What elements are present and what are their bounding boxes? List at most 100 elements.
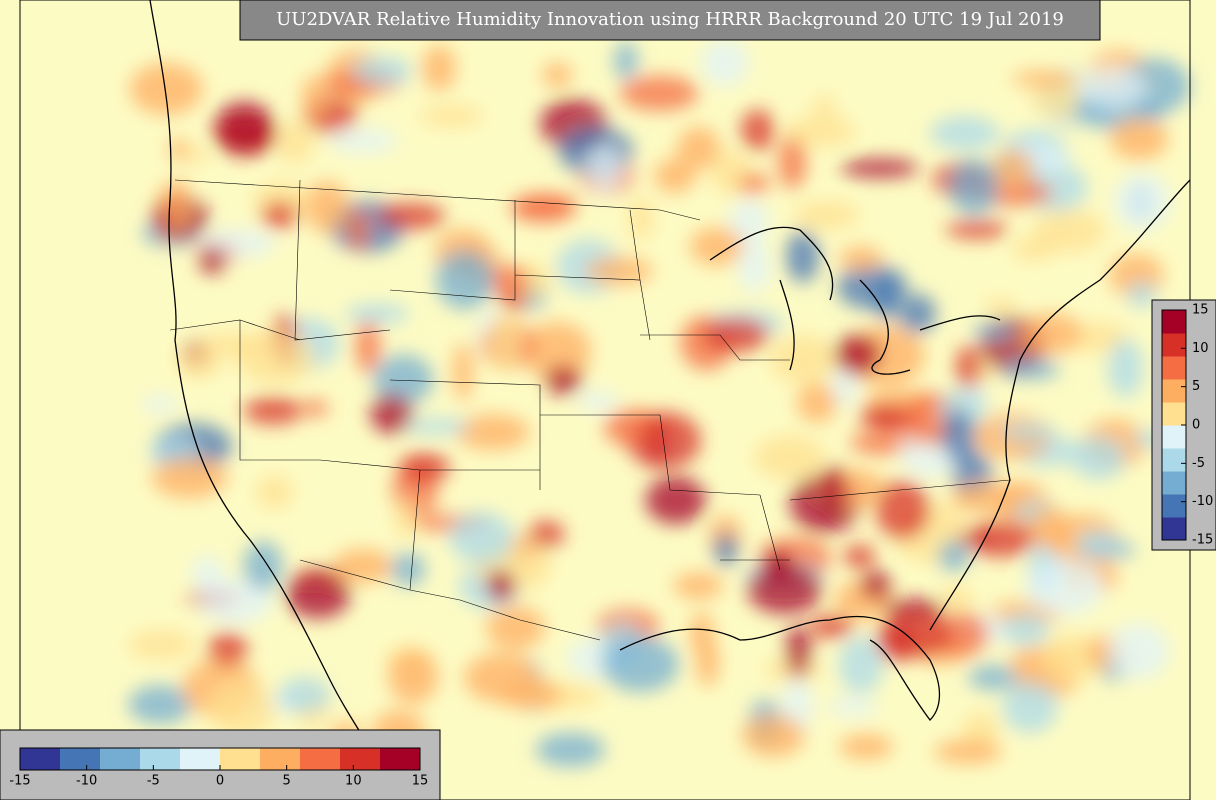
field-blob [1107,623,1169,680]
colorbar-tick-label: 0 [216,774,224,789]
colorbar-segment [1162,517,1186,526]
colorbar-segment [326,748,341,770]
field-blob [614,41,638,81]
field-blob [350,56,413,86]
colorbar-segment [406,748,421,770]
field-blob [177,344,222,379]
field-blob [1107,338,1144,398]
field-blob [198,578,273,624]
field-blob [1001,359,1060,380]
field-blob [993,149,1034,188]
colorbar-segment [1162,348,1186,357]
colorbar-tick-label: 10 [345,774,362,789]
colorbar-segment [113,748,128,770]
field-blob [941,410,976,463]
field-blob [184,146,210,164]
field-blob [689,227,745,266]
field-blob [1110,117,1169,161]
field-blob [1025,557,1104,616]
field-blob [838,636,884,694]
colorbar-segment [1162,501,1186,510]
field-blob [514,194,577,215]
field-blob [645,476,706,525]
field-blob [1001,612,1050,646]
colorbar-segment [1162,386,1186,395]
field-blob [950,481,1028,514]
field-blob [1011,70,1076,87]
field-blob [934,739,1002,765]
field-blob [676,126,721,170]
field-blob [813,94,836,119]
field-blob [128,630,195,661]
colorbar-segment [46,748,61,770]
colorbar-segment [73,748,88,770]
colorbar-segment [1162,409,1186,418]
field-blob [577,391,619,411]
field-blob [214,101,275,154]
field-blob [973,321,1016,340]
field-blob [738,240,771,293]
colorbar-segment [1162,532,1186,541]
field-blob [728,198,770,246]
colorbar-segment [180,748,194,770]
field-blob [208,631,248,667]
colorbar-segment [300,748,314,770]
field-blob [1002,681,1058,733]
field-blob [302,399,329,417]
colorbar-segment [380,748,394,770]
field-blob [419,104,484,127]
field-blob [207,680,276,738]
field-blob [620,75,699,111]
field-blob [860,571,892,600]
field-blob [449,511,514,564]
west-coast [149,0,401,800]
field-blob [486,570,515,601]
field-blob [839,246,883,271]
colorbar-segment [1162,310,1186,319]
colorbar-tick-label: -15 [9,774,30,789]
field-blob [1076,65,1147,109]
field-blob [843,544,876,569]
field-blob [763,549,794,581]
colorbar-segment [1162,333,1186,342]
field-blob [305,180,349,234]
field-blob [785,625,812,677]
colorbar-tick-label: -10 [76,774,97,789]
colorbar-segment [60,748,74,770]
field-blob [402,418,471,435]
field-blob [542,62,573,88]
field-blob [983,298,1018,317]
field-blob [435,250,494,310]
field-blob [796,382,838,423]
field-blob [742,714,805,757]
colorbar-segment [20,748,34,770]
field-blob [859,404,915,429]
colorbar-segment [1162,425,1186,434]
field-blob [355,320,381,374]
field-blob [545,365,582,395]
colorbar-segment [1162,394,1186,403]
field-blob [1071,321,1128,354]
colorbar-segment [286,748,301,770]
field-blob [344,303,410,325]
field-blob [740,109,775,151]
colorbar-segment [153,748,168,770]
field-blob [839,733,894,760]
field-blob [243,397,303,425]
colorbar-segment [1162,478,1186,487]
colorbar-segment [1162,340,1186,349]
state-lines [169,179,1011,641]
field-blob [875,275,898,321]
colorbar-segment [1162,524,1186,533]
field-blob [966,520,1036,558]
field-blob [793,200,860,230]
field-blob [455,414,530,451]
field-blob [262,201,297,229]
colorbar-segment [126,748,141,770]
field-blob [168,138,189,161]
colorbar-segment [1162,455,1186,464]
colorbar-segment [206,748,221,770]
field-blob [714,532,738,567]
field-blob [968,664,1018,691]
colorbar-segment [1162,463,1186,472]
